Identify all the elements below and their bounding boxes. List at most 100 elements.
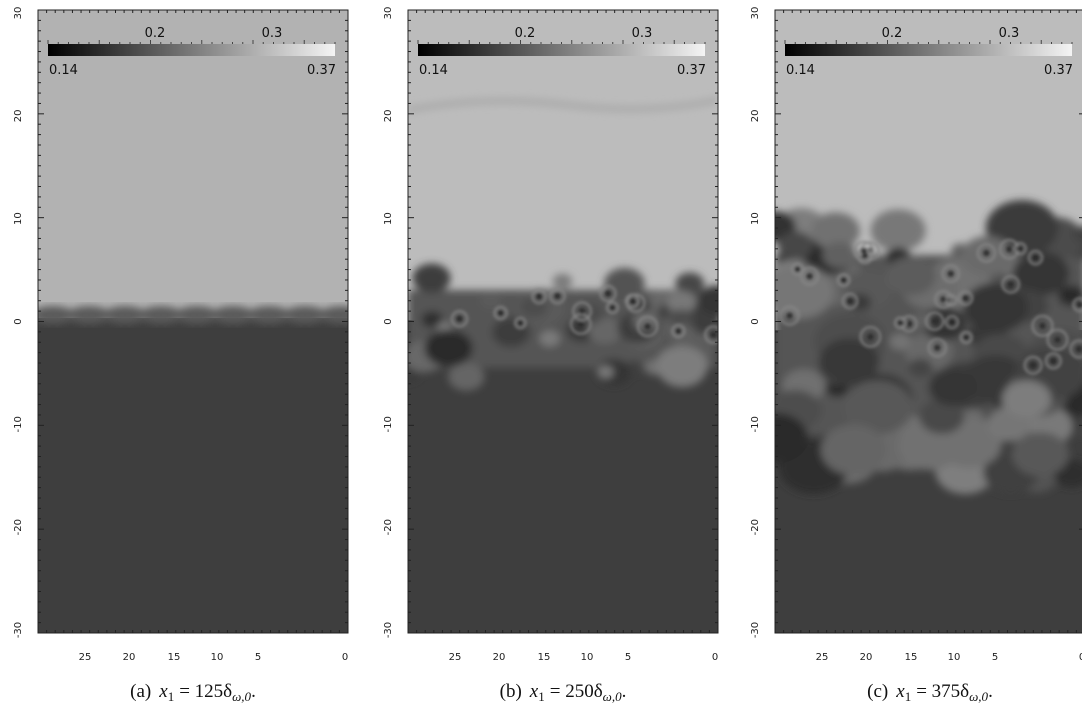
vortex xyxy=(1023,355,1043,375)
eddy xyxy=(211,306,255,324)
filaments xyxy=(450,285,718,344)
vortex xyxy=(624,293,640,309)
vortex-core xyxy=(644,323,651,330)
colorbar-tick-label: 0.2 xyxy=(515,26,536,41)
caption-sub: 1 xyxy=(905,689,912,704)
colorbar-tick-label: 0.3 xyxy=(632,26,653,41)
vortex xyxy=(570,313,592,335)
eddy xyxy=(283,306,327,324)
colorbar-min: 0.14 xyxy=(49,63,78,78)
eddy xyxy=(139,306,183,324)
eddy xyxy=(319,306,348,324)
colorbar-tick-label: 0.3 xyxy=(999,26,1020,41)
vortex xyxy=(1027,250,1044,266)
eddy xyxy=(919,399,965,434)
vortex-core xyxy=(905,320,912,327)
y-tick-label: -10 xyxy=(13,416,24,432)
vortex-core xyxy=(517,320,524,327)
eddy xyxy=(811,212,860,250)
vortex xyxy=(976,243,996,263)
eddy xyxy=(552,273,573,289)
eddy xyxy=(448,362,485,391)
y-tick-label: -20 xyxy=(383,519,394,535)
vortex xyxy=(925,311,945,331)
caption-end: . xyxy=(251,681,256,702)
eddy xyxy=(842,380,913,435)
vortex xyxy=(514,316,527,330)
x-tick-label: 10 xyxy=(211,652,224,663)
y-tick-label: 30 xyxy=(13,7,24,20)
vortex xyxy=(1045,352,1062,370)
vortex-core xyxy=(605,290,612,297)
vortex xyxy=(1046,328,1069,351)
vortex-core xyxy=(897,319,904,326)
caption-rhs: = 250δ xyxy=(550,681,603,702)
eddy xyxy=(965,327,984,341)
y-tick-label: 10 xyxy=(383,212,394,225)
eddy xyxy=(819,338,880,385)
eddy xyxy=(822,241,858,269)
vortex-core xyxy=(1054,336,1061,343)
vortex xyxy=(945,315,959,330)
y-tick-label: 20 xyxy=(750,109,761,122)
turbulence xyxy=(775,200,1082,495)
eddy xyxy=(870,209,926,252)
vortex-core xyxy=(947,270,954,277)
eddy xyxy=(775,265,834,319)
colorbar-max: 0.37 xyxy=(677,63,706,78)
colorbar-tick-label: 0.3 xyxy=(262,26,283,41)
eddy xyxy=(928,368,977,406)
x-tick-label: 15 xyxy=(905,652,918,663)
eddy xyxy=(697,285,718,316)
eddy xyxy=(963,282,1029,333)
y-tick-label: 10 xyxy=(13,212,24,225)
y-tick-label: -20 xyxy=(13,519,24,535)
caption-end: . xyxy=(622,681,627,702)
vortex-core xyxy=(794,266,801,273)
vortex xyxy=(1001,275,1020,294)
eddy xyxy=(777,231,814,259)
y-tick-label: 10 xyxy=(750,212,761,225)
vortex-core xyxy=(931,318,938,325)
caption-rhs: = 375δ xyxy=(916,681,969,702)
panel: 30 20 10 0 -10 -20 -30 25 20 15 10 5 0 0.2 0.3 0.14 0.37… xyxy=(750,7,1082,704)
eddy xyxy=(103,306,147,324)
field-image xyxy=(408,10,718,633)
x-tick-label: 15 xyxy=(538,652,551,663)
eddy xyxy=(38,306,75,324)
eddy xyxy=(885,256,936,296)
vortex xyxy=(836,273,851,287)
vortex-core xyxy=(1030,362,1037,369)
vortex xyxy=(637,315,659,338)
caption-sub: 1 xyxy=(538,689,545,704)
y-tick-label: 20 xyxy=(383,109,394,122)
vortex xyxy=(894,316,907,330)
vortex-core xyxy=(675,328,682,335)
vortex-core xyxy=(940,296,947,303)
x-tick-label: 20 xyxy=(493,652,506,663)
vortex-core xyxy=(867,333,874,340)
eddy xyxy=(675,272,705,295)
eddy xyxy=(421,311,443,328)
x-tick-label: 25 xyxy=(816,652,829,663)
y-tick-label: 0 xyxy=(13,318,24,324)
eddy xyxy=(666,290,697,314)
eddy xyxy=(412,263,451,293)
lower-stream xyxy=(38,318,348,633)
x-tick-label: 15 xyxy=(168,652,181,663)
x-tick-label: 5 xyxy=(625,652,631,663)
vortex-core xyxy=(1032,254,1039,261)
x-tick-label: 20 xyxy=(123,652,136,663)
eddy xyxy=(596,359,632,386)
caption-label: (a) xyxy=(130,681,151,702)
vortex xyxy=(549,287,566,305)
vortex xyxy=(779,305,800,326)
caption-var: x xyxy=(529,681,539,702)
vortex xyxy=(1013,242,1027,256)
caption-label: (c) xyxy=(867,681,888,702)
y-tick-label: 0 xyxy=(383,318,394,324)
vortex-core xyxy=(1017,245,1024,252)
vortex xyxy=(957,290,974,306)
caption: (c) x1 = 375δω,0. xyxy=(867,681,993,704)
vortex-core xyxy=(847,298,854,305)
